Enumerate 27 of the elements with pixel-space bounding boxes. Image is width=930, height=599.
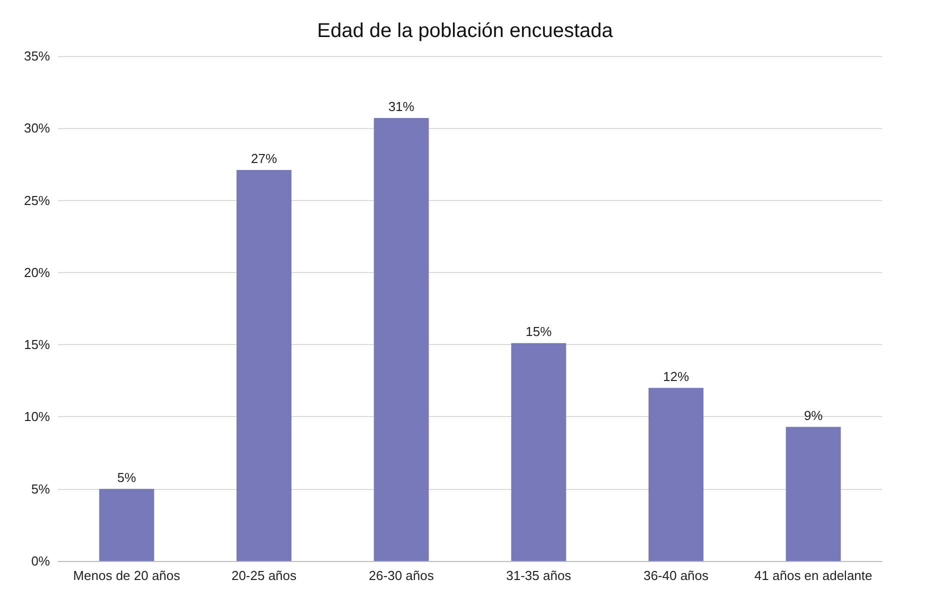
bar [648, 388, 704, 561]
chart-title: Edad de la población encuestada [317, 20, 614, 42]
y-tick-label: 35% [24, 48, 50, 64]
x-tick-label: Menos de 20 años [73, 568, 181, 583]
data-label: 12% [662, 368, 690, 384]
x-tick-label: 31-35 años [506, 568, 572, 583]
y-tick-label: 25% [24, 192, 50, 208]
data-label: 31% [388, 99, 415, 114]
bar [786, 426, 841, 561]
y-tick-label: 30% [24, 120, 50, 136]
bar [511, 343, 566, 561]
data-label: 27% [250, 150, 278, 166]
bar [99, 488, 154, 561]
data-label: 9% [804, 408, 824, 423]
x-tick-label: 26-30 años [368, 568, 434, 583]
x-tick-label: 36-40 años [643, 568, 710, 583]
bar [236, 170, 292, 561]
x-tick-label: 20-25 años [231, 568, 298, 583]
y-tick-label: 15% [24, 337, 50, 352]
data-label: 5% [117, 470, 136, 485]
data-label: 15% [526, 324, 552, 340]
y-tick-label: 20% [24, 264, 50, 280]
y-tick-label: 5% [31, 481, 50, 496]
x-tick-label: 41 años en adelante [754, 568, 872, 583]
y-tick-label: 10% [24, 409, 50, 424]
y-tick-label: 0% [31, 554, 50, 568]
bar [374, 118, 429, 561]
